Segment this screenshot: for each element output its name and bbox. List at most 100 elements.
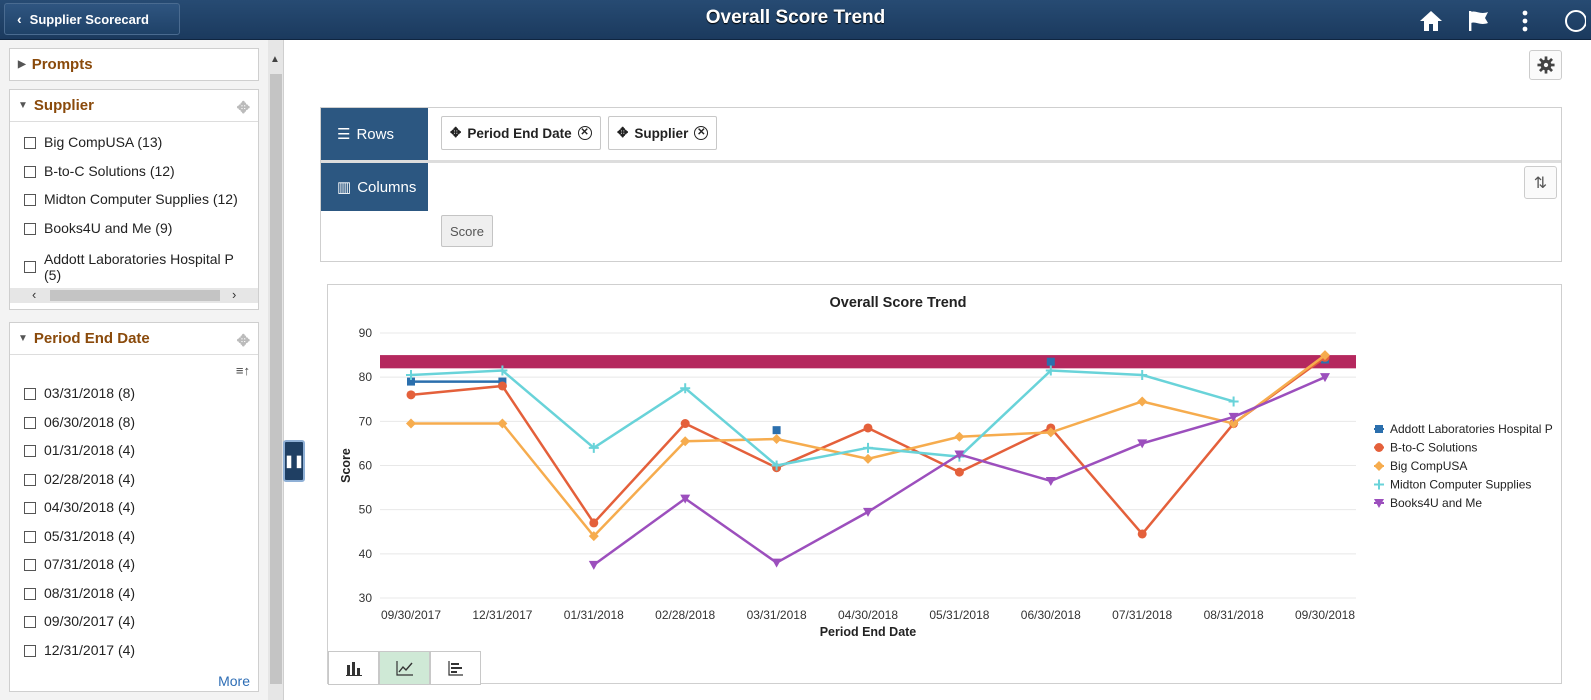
checkbox[interactable] [24,194,36,206]
rows-axis[interactable]: ☰ Rows [321,108,428,160]
series-line [410,369,1234,467]
measure-score-button[interactable]: Score [441,215,493,247]
grid-chart-tab[interactable] [430,651,481,685]
checkbox[interactable] [24,137,36,149]
checkbox[interactable] [24,445,36,457]
checkbox[interactable] [24,416,36,429]
scrollbar-thumb[interactable] [50,290,220,301]
period-item[interactable]: 09/30/2017 (4) [10,613,258,642]
period-item[interactable]: 12/31/2017 (4) [10,642,258,671]
prompts-header[interactable]: ▶ Prompts [10,49,258,80]
data-point [1046,357,1055,366]
line-chart-icon [395,661,413,676]
scroll-left-icon[interactable]: ‹ [32,287,37,302]
supplier-hscrollbar[interactable]: ‹ › [10,287,258,303]
prompts-section[interactable]: ▶ Prompts [9,48,259,81]
checkbox[interactable] [24,502,36,514]
data-point [588,442,599,453]
data-point [406,418,416,429]
checkbox[interactable] [24,388,36,400]
period-facet-header[interactable]: ▼ Period End Date ✥ [10,323,258,355]
back-button-label: Supplier Scorecard [29,11,149,27]
data-point [589,518,599,528]
navbar-icon[interactable] [1556,8,1586,34]
data-point [954,431,965,442]
data-point [1045,427,1056,438]
y-tick-label: 60 [359,459,373,473]
top-banner: ‹ Supplier Scorecard Overall Score Trend [0,0,1591,40]
checkbox[interactable] [24,222,36,235]
remove-icon[interactable]: ✕ [694,126,709,140]
data-point [863,442,873,453]
checkbox[interactable] [24,644,36,657]
checkbox[interactable] [24,165,36,178]
legend-label: Midton Computer Supplies [1390,478,1531,492]
supplier-item[interactable]: Midton Computer Supplies (12) [10,191,258,220]
panel-scrollbar[interactable]: ▲ [268,40,284,700]
drag-move-icon[interactable]: ✥ [450,125,462,140]
chart-title: Overall Score Trend [829,295,966,311]
sort-ascending-icon[interactable]: ≡↑ [235,363,250,378]
data-point [588,531,599,542]
period-item[interactable]: 02/28/2018 (4) [10,471,258,500]
flag-icon[interactable] [1465,8,1491,34]
y-axis-label: Score [339,448,353,483]
x-tick-label: 03/31/2018 [747,608,807,622]
period-item[interactable]: 07/31/2018 (4) [10,556,258,585]
columns-axis[interactable]: ▥ Columns [321,163,428,211]
data-point [1228,412,1239,422]
drag-move-icon[interactable]: ✥ [617,125,629,140]
swap-axes-button[interactable]: ⇅ [1524,166,1557,199]
period-item[interactable]: 04/30/2018 (4) [10,499,258,528]
period-item[interactable]: 01/31/2018 (4) [10,442,258,471]
x-tick-label: 06/30/2018 [1021,608,1081,622]
back-button[interactable]: ‹ Supplier Scorecard [4,3,180,35]
supplier-facet-header[interactable]: ▼ Supplier ✥ [10,90,258,122]
data-point [863,507,873,517]
checkbox[interactable] [24,587,36,600]
collapse-panel-button[interactable]: ❚❚ [283,440,305,482]
bar-chart-tab[interactable] [328,651,379,685]
supplier-item[interactable]: Addott Laboratories Hospital P (5) [10,248,258,286]
supplier-item-label: Books4U and Me (9) [44,219,173,236]
move-icon[interactable]: ✥ [236,333,250,350]
home-icon[interactable] [1418,8,1444,34]
row-chip-period-end-date[interactable]: ✥ Period End Date ✕ [441,116,601,150]
checkbox[interactable] [24,616,36,628]
period-item-label: 01/31/2018 (4) [44,442,136,458]
scrollbar-thumb[interactable] [270,74,282,684]
line-chart-tab[interactable] [379,651,430,685]
row-chip-supplier[interactable]: ✥ Supplier ✕ [608,116,718,150]
supplier-item[interactable]: Big CompUSA (13) [10,134,258,163]
period-item[interactable]: 03/31/2018 (8) [10,385,258,414]
scroll-right-icon[interactable]: › [232,287,237,302]
checkbox[interactable] [24,530,36,543]
target-band [380,355,1356,369]
settings-button[interactable] [1529,50,1562,80]
supplier-item[interactable]: Books4U and Me (9) [10,220,258,249]
period-item-label: 04/30/2018 (4) [44,499,136,515]
data-point [497,381,507,391]
checkbox[interactable] [24,473,36,486]
checkbox[interactable] [24,261,36,273]
period-item[interactable]: 08/31/2018 (4) [10,585,258,614]
supplier-item[interactable]: B-to-C Solutions (12) [10,163,258,192]
remove-icon[interactable]: ✕ [577,126,592,140]
period-item[interactable]: 06/30/2018 (8) [10,414,258,443]
period-item[interactable]: 05/31/2018 (4) [10,528,258,557]
x-tick-label: 01/31/2018 [564,608,624,622]
move-icon[interactable]: ✥ [236,100,250,117]
columns-label: Columns [357,178,417,196]
legend-marker [1374,443,1384,452]
more-link[interactable]: More [218,673,250,689]
scroll-up-icon[interactable]: ▲ [270,54,280,65]
actions-menu-icon[interactable] [1512,8,1538,34]
chart-type-tabs [328,651,481,685]
data-point [497,365,508,376]
y-tick-label: 30 [359,591,373,605]
gear-icon [1536,56,1555,74]
data-point [1228,396,1239,407]
data-point [1045,365,1056,376]
expand-right-icon: ▶ [18,59,26,70]
checkbox[interactable] [24,559,36,571]
